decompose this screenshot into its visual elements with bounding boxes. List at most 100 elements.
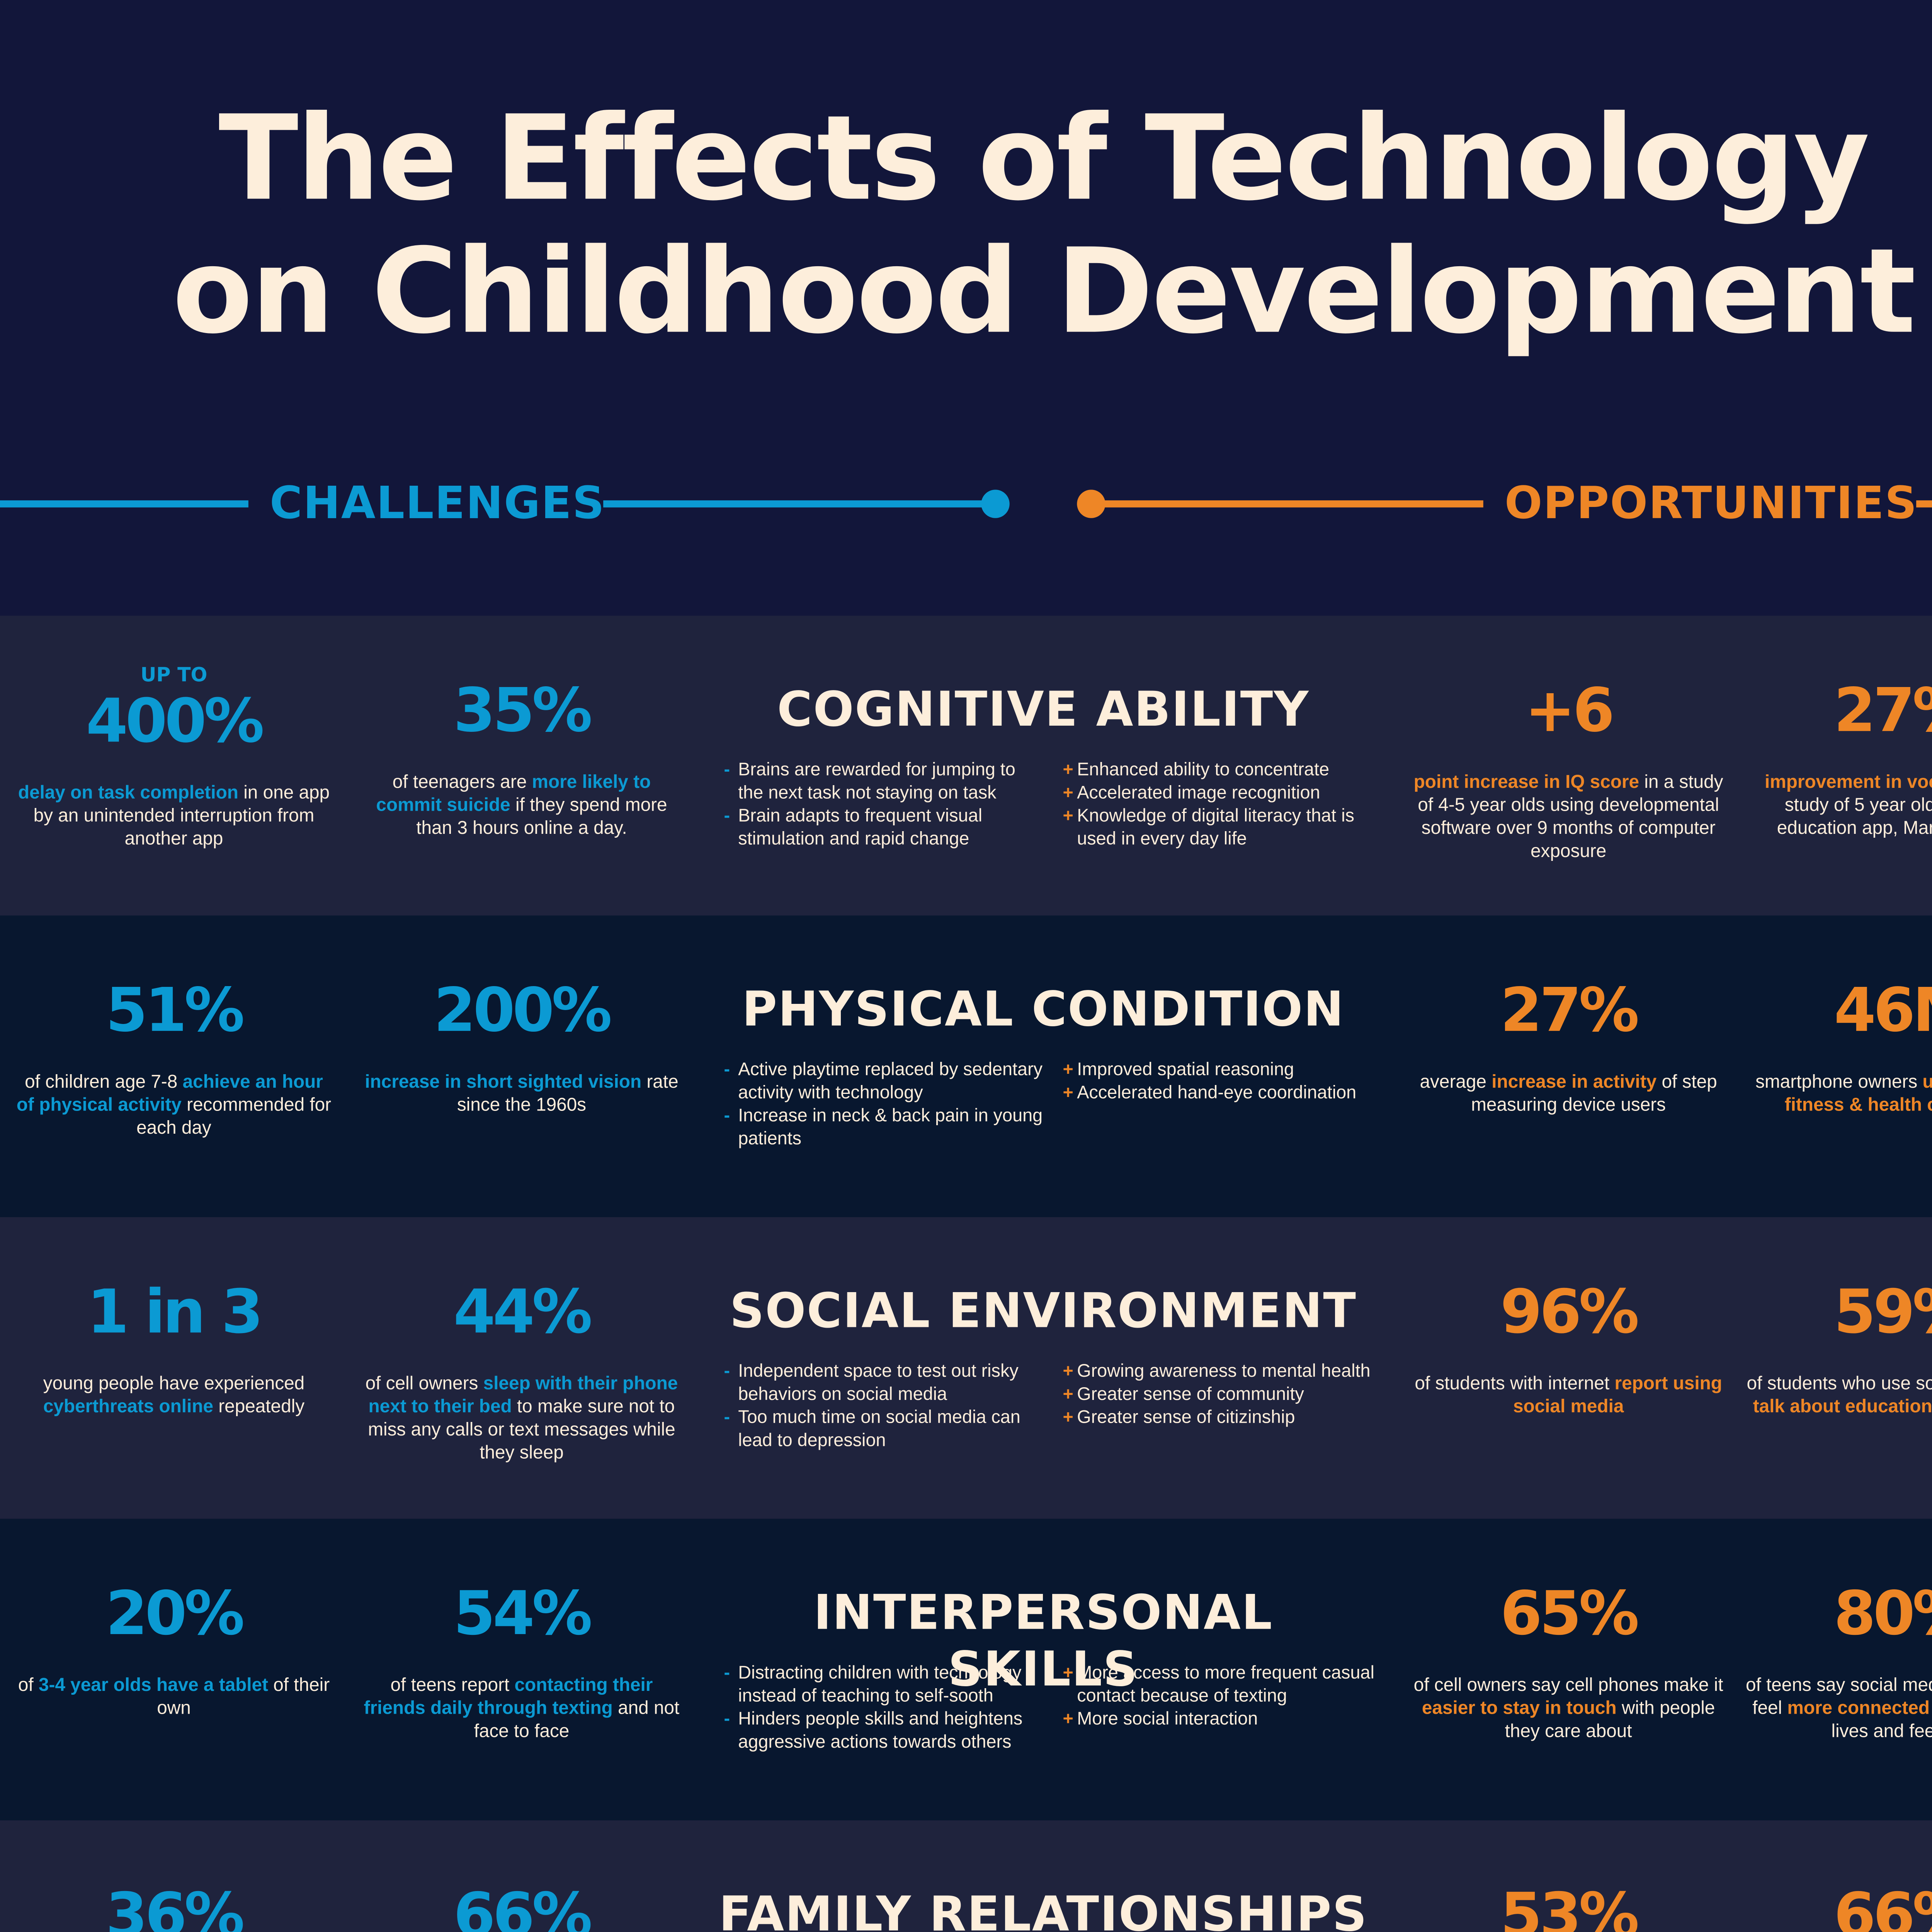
stat-description: point increase in IQ score in a study of… [1409,772,1728,864]
stat-description: of teens report contacting their friends… [362,1675,682,1744]
opportunity-item: Improved spatial reasoning [1063,1059,1382,1082]
stat-value: 53% [1500,1881,1639,1932]
challenges-line-right [603,500,990,508]
opportunity-stat: +6 point increase in IQ score in a study… [1409,676,1728,864]
body-text: to their friends lives and feelings [1831,1723,1932,1743]
stat-prefix: UP TO [140,663,207,687]
highlight-text: report using social media [1513,1375,1722,1418]
highlight-text: increase in short sighted vision [365,1073,642,1093]
category-band-physical-condition: 51% of children age 7-8 achieve an hour … [0,915,1932,1217]
category-title: PHYSICAL CONDITION [742,983,1345,1038]
body-text: if they spend more than 3 hours online a… [416,796,667,839]
highlight-text: sleep with their phone next to their bed [368,1375,678,1418]
opportunity-stat: 27% average increase in activity of step… [1409,976,1728,1117]
challenge-stat: 35% of teenagers are more likely to comm… [362,676,682,841]
opportunity-item: More social interaction [1063,1709,1382,1732]
stat-description: of students with internet report using s… [1409,1373,1728,1419]
challenge-stat: 44% of cell owners sleep with their phon… [362,1277,682,1466]
highlight-text: more likely to commit suicide [376,774,651,816]
opportunity-stat: 59% of students who use social networkin… [1742,1277,1932,1419]
stat-value: +6 [1525,676,1615,747]
stat-value: 200% [434,976,612,1047]
stat-description: of children age 7-8 achieve an hour of p… [14,1071,334,1141]
opportunity-item: Accelerated hand-eye coordination [1063,1082,1382,1105]
body-text: of children age 7-8 [25,1073,183,1093]
opportunity-list: Improved spatial reasoningAccelerated ha… [1063,1059,1382,1105]
opportunity-stat: 53% of people believe long distance rela… [1409,1881,1728,1932]
challenge-item: Too much time on social media can lead t… [724,1407,1043,1453]
stat-value: 44% [453,1277,592,1349]
stat-value: 36% [105,1881,245,1932]
highlight-text: achieve an hour of physical activity [16,1073,323,1116]
highlight-text: talk about education topics online [1753,1398,1932,1418]
stat-value: 96% [1500,1277,1639,1349]
stat-description: smartphone owners use apps from fitness … [1742,1071,1932,1117]
body-text: rate since the 1960s [457,1073,679,1116]
stat-value: 54% [453,1579,592,1650]
stat-value: 27% [1500,976,1639,1047]
stat-value: 66% [453,1881,592,1932]
body-text: of [18,1677,39,1696]
challenge-item: Increase in neck & back pain in young pa… [724,1105,1043,1151]
challenge-stat: UP TO 400% delay on task completion in o… [14,665,334,852]
opportunity-list: More access to more frequent casual cont… [1063,1663,1382,1732]
opportunity-item: Accelerated image recognition [1063,782,1382,806]
opportunity-item: Greater sense of citizinship [1063,1407,1382,1430]
stat-value: 66% [1833,1881,1932,1932]
stat-description: of teenagers are more likely to commit s… [362,772,682,841]
challenges-line-left [0,500,248,508]
body-text: of students with internet [1415,1375,1615,1395]
category-band-cognitive-ability: UP TO 400% delay on task completion in o… [0,616,1932,916]
stat-value: 46M [1834,976,1932,1047]
opportunities-line-right [1916,500,1932,508]
category-band-family-relationships: 36% 36% of parents feel they argue with … [0,1820,1932,1932]
opportunity-stat: 27% improvement in vocabulary in a study… [1742,676,1932,841]
category-band-interpersonal-skills: 20% of 3-4 year olds have a tablet of th… [0,1519,1932,1821]
title-line-2: on Childhood Development [172,223,1916,361]
challenge-list: Independent space to test out risky beha… [724,1361,1043,1453]
body-text: of teens report [390,1677,515,1696]
highlight-text: point increase in IQ score [1413,774,1639,793]
body-text: of cell owners [365,1375,483,1395]
body-text: in a study of 5 year olds using an educa… [1777,796,1932,839]
title-line-1: The Effects of Technology [218,90,1870,227]
challenge-stat: 200% increase in short sighted vision ra… [362,976,682,1117]
challenges-label: CHALLENGES [269,477,605,529]
challenge-stat: 1 in 3 young people have experienced cyb… [14,1277,334,1419]
opportunity-stat: 65% of cell owners say cell phones make … [1409,1579,1728,1744]
opportunity-list: Enhanced ability to concentrateAccelerat… [1063,759,1382,852]
challenge-list: Distracting children with technology ins… [724,1663,1043,1755]
opportunity-stat: 96% of students with internet report usi… [1409,1277,1728,1419]
stat-value: 400% [86,687,265,758]
page-title: The Effects of Technology on Childhood D… [0,92,1932,359]
challenge-stat: 66% of parents feel their teens spend to… [362,1881,682,1932]
body-text: smartphone owners [1755,1073,1923,1093]
stat-value: 27% [1833,676,1932,747]
stat-value: 35% [453,676,592,747]
section-divider: CHALLENGES OPPORTUNITIES [0,477,1932,529]
opportunity-item: Knowledge of digital literacy that is us… [1063,806,1382,852]
opportunity-list: Growing awareness to mental healthGreate… [1063,1361,1382,1430]
stat-value: 65% [1500,1579,1639,1650]
challenge-stat: 20% of 3-4 year olds have a tablet of th… [14,1579,334,1721]
highlight-text: 3-4 year olds have a tablet [38,1677,269,1696]
body-text: with people they care about [1505,1699,1715,1743]
highlight-text: cyberthreats online [43,1398,214,1418]
highlight-text: use apps from fitness & health categorie… [1784,1073,1932,1116]
challenge-stat: 54% of teens report contacting their fri… [362,1579,682,1744]
stat-value: 59% [1833,1277,1932,1349]
body-text: of students who use social networking [1747,1375,1932,1395]
challenge-item: Independent space to test out risky beha… [724,1361,1043,1407]
stat-description: increase in short sighted vision rate si… [362,1071,682,1117]
body-text: recommended for each day [136,1096,332,1139]
highlight-text: contacting their friends daily through t… [364,1677,653,1719]
body-text: in a study of 4-5 year olds using develo… [1418,774,1723,862]
highlight-text: increase in activity [1492,1073,1657,1093]
stat-description: of cell owners sleep with their phone ne… [362,1373,682,1466]
challenge-item: Distracting children with technology ins… [724,1663,1043,1709]
body-text: of teenagers are [392,774,532,793]
challenge-item: Active playtime replaced by sedentary ac… [724,1059,1043,1105]
